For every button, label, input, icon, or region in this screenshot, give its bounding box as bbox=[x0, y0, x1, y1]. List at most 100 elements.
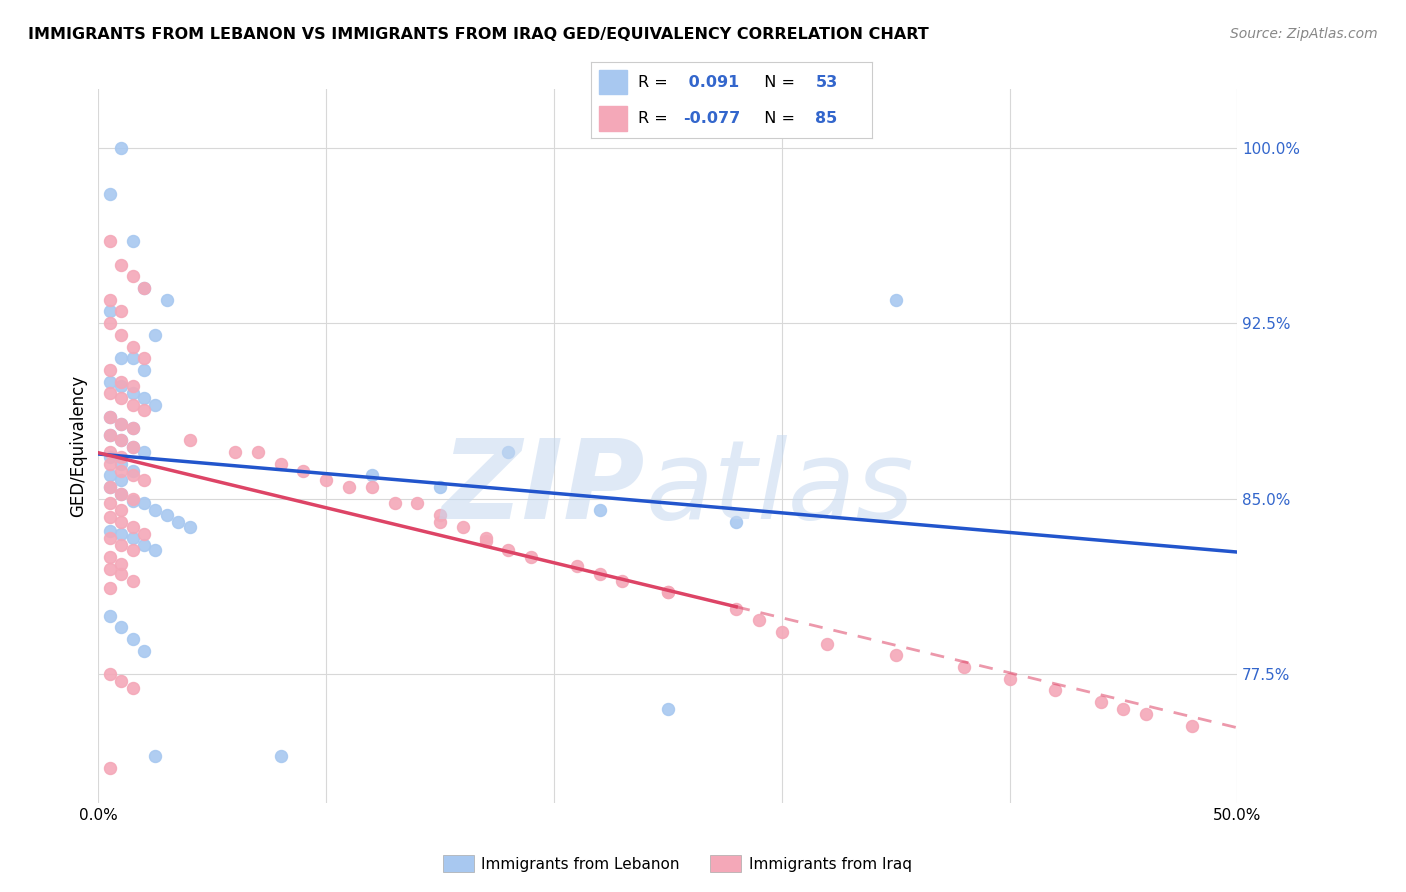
Point bbox=[110, 417, 132, 431]
Text: N =: N = bbox=[754, 111, 800, 126]
Point bbox=[498, 445, 520, 459]
Point bbox=[121, 632, 143, 646]
Point bbox=[132, 445, 155, 459]
Point bbox=[98, 316, 121, 330]
Point bbox=[520, 550, 543, 565]
Point bbox=[110, 304, 132, 318]
Point bbox=[1181, 718, 1204, 732]
Point bbox=[474, 533, 496, 548]
Text: atlas: atlas bbox=[645, 435, 914, 542]
Y-axis label: GED/Equivalency: GED/Equivalency bbox=[69, 375, 87, 517]
Point bbox=[1135, 706, 1157, 721]
Point bbox=[98, 761, 121, 775]
Text: R =: R = bbox=[638, 111, 673, 126]
Point bbox=[429, 480, 451, 494]
Point bbox=[474, 532, 496, 546]
Point bbox=[110, 450, 132, 464]
Point bbox=[179, 519, 201, 533]
Point bbox=[270, 457, 292, 471]
Text: R =: R = bbox=[638, 75, 673, 90]
Point bbox=[770, 625, 793, 640]
Point bbox=[121, 379, 143, 393]
Point bbox=[121, 351, 143, 366]
Point bbox=[121, 574, 143, 588]
Point bbox=[110, 327, 132, 342]
Point bbox=[132, 538, 155, 552]
Point bbox=[121, 269, 143, 284]
Text: Immigrants from Iraq: Immigrants from Iraq bbox=[749, 857, 912, 871]
Point bbox=[110, 375, 132, 389]
Point bbox=[145, 398, 167, 412]
Point bbox=[145, 327, 167, 342]
Point bbox=[98, 510, 121, 524]
Point bbox=[884, 648, 907, 663]
Bar bbox=[599, 70, 627, 95]
Point bbox=[132, 644, 155, 658]
Point bbox=[110, 141, 132, 155]
Point bbox=[98, 468, 121, 483]
Point bbox=[156, 293, 179, 307]
Point bbox=[145, 503, 167, 517]
Point bbox=[121, 681, 143, 695]
Text: IMMIGRANTS FROM LEBANON VS IMMIGRANTS FROM IRAQ GED/EQUIVALENCY CORRELATION CHAR: IMMIGRANTS FROM LEBANON VS IMMIGRANTS FR… bbox=[28, 27, 929, 42]
Point bbox=[110, 557, 132, 571]
Point bbox=[98, 428, 121, 442]
Point bbox=[98, 445, 121, 459]
Point bbox=[406, 496, 429, 510]
Point bbox=[98, 409, 121, 424]
Point bbox=[360, 468, 382, 483]
Point bbox=[588, 566, 610, 581]
Point bbox=[384, 496, 406, 510]
Point bbox=[565, 559, 588, 574]
Point bbox=[337, 480, 360, 494]
Point bbox=[98, 293, 121, 307]
Point bbox=[110, 379, 132, 393]
Point bbox=[360, 480, 382, 494]
Point bbox=[884, 293, 907, 307]
Point bbox=[1043, 683, 1066, 698]
Point bbox=[132, 363, 155, 377]
Point bbox=[132, 281, 155, 295]
Point bbox=[657, 702, 679, 716]
Point bbox=[132, 526, 155, 541]
Point bbox=[612, 574, 634, 588]
Point bbox=[121, 398, 143, 412]
Point bbox=[156, 508, 179, 522]
Point bbox=[132, 391, 155, 405]
Point bbox=[110, 258, 132, 272]
Point bbox=[657, 585, 679, 599]
Point bbox=[98, 581, 121, 595]
Point bbox=[498, 543, 520, 558]
Point bbox=[110, 515, 132, 529]
Text: N =: N = bbox=[754, 75, 800, 90]
Point bbox=[588, 503, 610, 517]
Point bbox=[121, 386, 143, 401]
Point bbox=[121, 421, 143, 435]
Text: 0.091: 0.091 bbox=[683, 75, 740, 90]
Point bbox=[132, 402, 155, 417]
Point bbox=[121, 491, 143, 506]
Point bbox=[132, 473, 155, 487]
Point bbox=[121, 494, 143, 508]
Text: 53: 53 bbox=[815, 75, 838, 90]
Point bbox=[121, 532, 143, 546]
Point bbox=[110, 433, 132, 447]
Point bbox=[98, 496, 121, 510]
Point bbox=[110, 391, 132, 405]
Point bbox=[145, 543, 167, 558]
Point bbox=[110, 620, 132, 634]
Point bbox=[110, 464, 132, 478]
Point bbox=[110, 487, 132, 501]
Point bbox=[132, 351, 155, 366]
Point bbox=[998, 672, 1021, 686]
Point bbox=[98, 375, 121, 389]
Point bbox=[132, 496, 155, 510]
Text: Immigrants from Lebanon: Immigrants from Lebanon bbox=[481, 857, 679, 871]
Point bbox=[224, 445, 246, 459]
Point bbox=[657, 585, 679, 599]
Point bbox=[132, 281, 155, 295]
Point bbox=[451, 519, 474, 533]
Point bbox=[1090, 695, 1112, 709]
Point bbox=[110, 566, 132, 581]
Point bbox=[98, 667, 121, 681]
